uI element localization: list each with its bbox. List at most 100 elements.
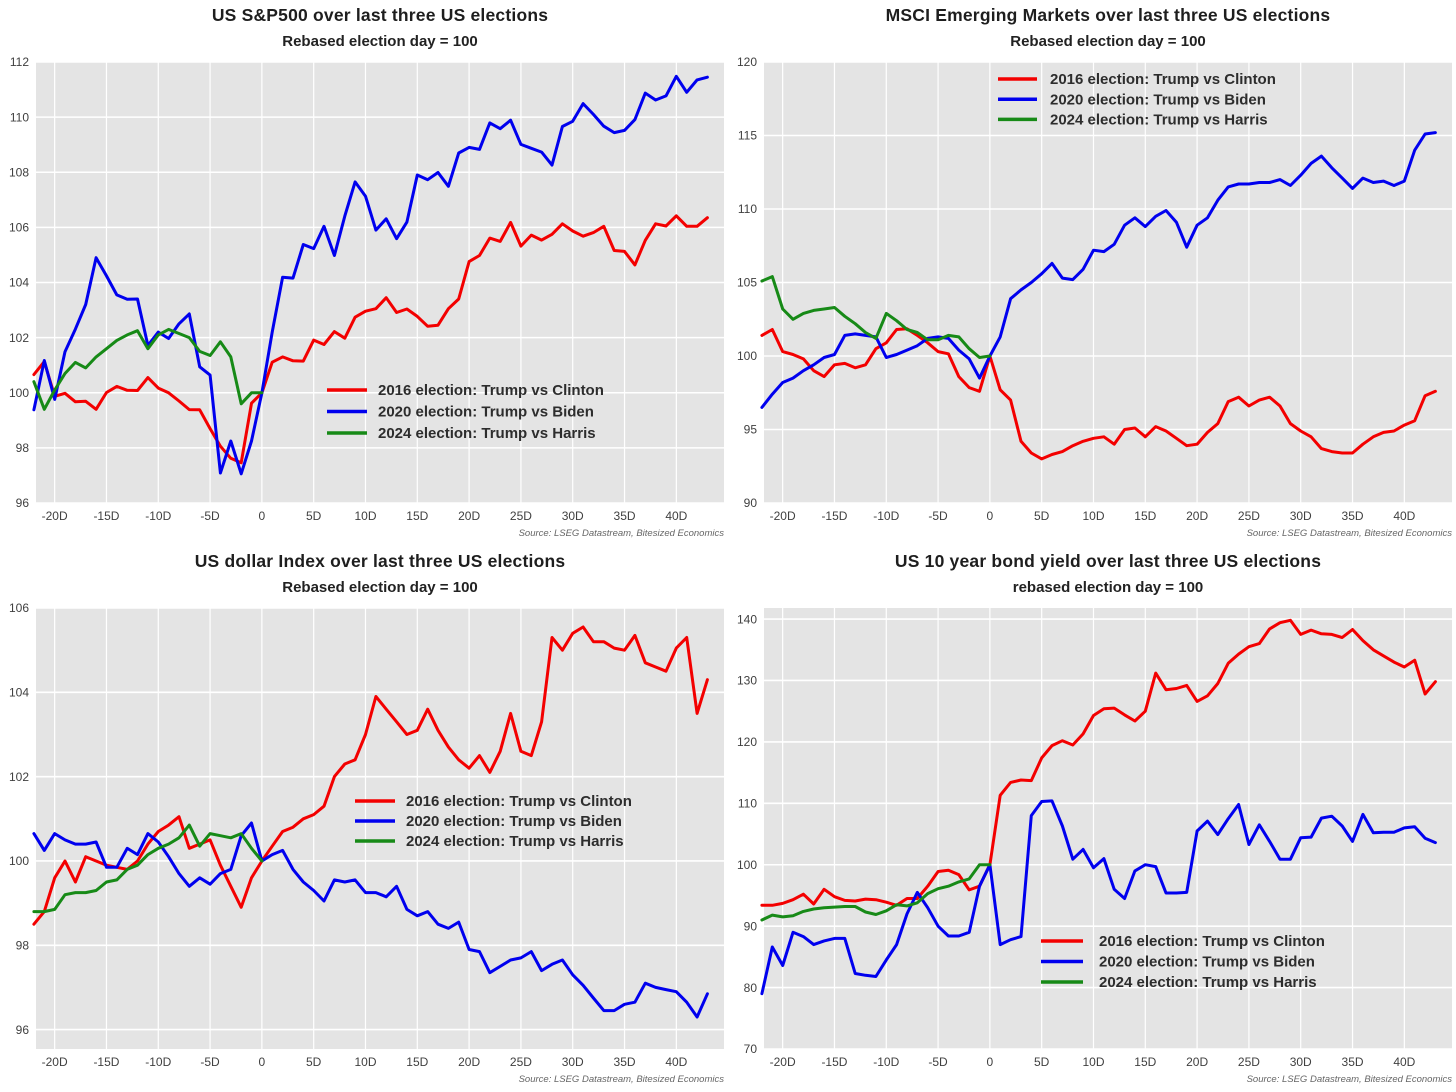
- svg-text:30D: 30D: [562, 1055, 584, 1069]
- svg-text:-15D: -15D: [93, 509, 119, 523]
- svg-text:-20D: -20D: [42, 509, 68, 523]
- svg-text:110: 110: [738, 797, 757, 811]
- svg-text:2020 election: Trump vs Biden: 2020 election: Trump vs Biden: [406, 813, 622, 830]
- svg-text:-20D: -20D: [770, 509, 796, 523]
- dollar-index-plot: 96 98 100 102 104 106 -20D -15D -10D -5D 0 5D 10D 15D…: [9, 601, 724, 1069]
- svg-text:35D: 35D: [614, 509, 636, 523]
- chart-subtitle: rebased election day = 100: [1012, 579, 1204, 596]
- svg-text:130: 130: [737, 674, 757, 688]
- svg-text:10D: 10D: [354, 1055, 376, 1069]
- svg-text:40D: 40D: [1393, 1055, 1415, 1069]
- svg-text:-5D: -5D: [928, 1055, 948, 1069]
- svg-text:25D: 25D: [1238, 509, 1260, 523]
- svg-text:104: 104: [9, 276, 29, 290]
- svg-text:100: 100: [9, 854, 29, 868]
- svg-text:2016 election: Trump vs Clinto: 2016 election: Trump vs Clinton: [1099, 933, 1325, 950]
- svg-text:35D: 35D: [614, 1055, 636, 1069]
- chart-dollar-index: US dollar Index over last three US elect…: [0, 546, 728, 1092]
- svg-text:2016 election: Trump vs Clinto: 2016 election: Trump vs Clinton: [378, 382, 604, 399]
- 10y-bond-yield-plot: 70 80 90 100 110 120 130 140 -20D -15D -10D -5D 0 5D 1…: [737, 608, 1452, 1069]
- svg-text:95: 95: [744, 423, 758, 437]
- svg-text:100: 100: [9, 386, 29, 400]
- svg-text:2020 election: Trump vs Biden: 2020 election: Trump vs Biden: [1050, 91, 1266, 108]
- chart-msci-em: MSCI Emerging Markets over last three US…: [728, 0, 1456, 546]
- svg-text:-5D: -5D: [928, 509, 948, 523]
- svg-text:0: 0: [987, 1055, 994, 1069]
- svg-text:96: 96: [16, 1023, 30, 1037]
- svg-text:-5D: -5D: [200, 1055, 220, 1069]
- svg-text:20D: 20D: [458, 1055, 480, 1069]
- msci-em-plot: 90 95 100 105 110 115 120 -20D -15D -10D -5D 0 5D 10D…: [737, 55, 1452, 523]
- svg-text:10D: 10D: [1082, 509, 1104, 523]
- svg-text:112: 112: [10, 55, 29, 69]
- svg-text:80: 80: [744, 981, 758, 995]
- svg-text:10D: 10D: [354, 509, 376, 523]
- svg-text:100: 100: [737, 349, 757, 363]
- svg-text:35D: 35D: [1342, 509, 1364, 523]
- chart-subtitle: Rebased election day = 100: [282, 33, 478, 50]
- svg-text:5D: 5D: [1034, 1055, 1050, 1069]
- source-note: Source: LSEG Datastream, Bitesized Econo…: [1246, 1074, 1452, 1085]
- svg-text:-5D: -5D: [200, 509, 220, 523]
- svg-text:35D: 35D: [1342, 1055, 1364, 1069]
- sp500-plot: 96 98 100 102 104 106 108 110 112 -20D -15D -10D -5D…: [9, 55, 724, 523]
- source-note: Source: LSEG Datastream, Bitesized Econo…: [518, 528, 724, 539]
- svg-text:0: 0: [259, 509, 266, 523]
- svg-text:30D: 30D: [1290, 509, 1312, 523]
- svg-text:-10D: -10D: [873, 1055, 899, 1069]
- svg-text:98: 98: [16, 938, 30, 952]
- svg-text:120: 120: [737, 735, 757, 749]
- svg-text:-10D: -10D: [145, 1055, 171, 1069]
- chart-subtitle: Rebased election day = 100: [1010, 33, 1206, 50]
- svg-text:140: 140: [737, 612, 757, 626]
- chart-subtitle: Rebased election day = 100: [282, 579, 478, 596]
- svg-text:40D: 40D: [1393, 509, 1415, 523]
- svg-text:5D: 5D: [306, 1055, 322, 1069]
- svg-text:-15D: -15D: [93, 1055, 119, 1069]
- svg-text:25D: 25D: [1238, 1055, 1260, 1069]
- source-note: Source: LSEG Datastream, Bitesized Econo…: [518, 1074, 724, 1085]
- svg-text:40D: 40D: [665, 509, 687, 523]
- chart-title: US 10 year bond yield over last three US…: [894, 551, 1322, 571]
- svg-text:104: 104: [9, 686, 29, 700]
- svg-text:110: 110: [10, 110, 29, 124]
- svg-text:-20D: -20D: [770, 1055, 796, 1069]
- chart-title: MSCI Emerging Markets over last three US…: [885, 5, 1331, 25]
- svg-text:20D: 20D: [458, 509, 480, 523]
- svg-text:-10D: -10D: [873, 509, 899, 523]
- svg-text:25D: 25D: [510, 1055, 532, 1069]
- svg-text:98: 98: [16, 441, 30, 455]
- svg-text:-15D: -15D: [821, 509, 847, 523]
- svg-text:90: 90: [744, 496, 758, 510]
- svg-text:2024 election: Trump vs Harris: 2024 election: Trump vs Harris: [406, 833, 624, 850]
- svg-text:15D: 15D: [406, 1055, 428, 1069]
- svg-text:115: 115: [738, 129, 757, 143]
- source-note: Source: LSEG Datastream, Bitesized Econo…: [1246, 528, 1452, 539]
- svg-text:5D: 5D: [306, 509, 322, 523]
- svg-text:-20D: -20D: [42, 1055, 68, 1069]
- svg-text:20D: 20D: [1186, 509, 1208, 523]
- chart-sp500: US S&P500 over last three US elections R…: [0, 0, 728, 546]
- svg-text:-15D: -15D: [821, 1055, 847, 1069]
- svg-text:106: 106: [9, 221, 29, 235]
- svg-text:30D: 30D: [1290, 1055, 1312, 1069]
- svg-text:96: 96: [16, 496, 30, 510]
- svg-text:100: 100: [737, 858, 757, 872]
- svg-text:120: 120: [737, 55, 757, 69]
- svg-text:108: 108: [9, 165, 29, 179]
- svg-text:2024 election: Trump vs Harris: 2024 election: Trump vs Harris: [378, 425, 596, 442]
- svg-text:25D: 25D: [510, 509, 532, 523]
- svg-text:5D: 5D: [1034, 509, 1050, 523]
- svg-text:2024 election: Trump vs Harris: 2024 election: Trump vs Harris: [1099, 974, 1317, 991]
- svg-text:2016 election: Trump vs Clinto: 2016 election: Trump vs Clinton: [1050, 71, 1276, 88]
- page-title: US S&P500 over last three US elections: [211, 5, 549, 25]
- svg-text:90: 90: [744, 919, 758, 933]
- chart-title: US dollar Index over last three US elect…: [194, 551, 566, 571]
- svg-text:15D: 15D: [1134, 1055, 1156, 1069]
- svg-text:70: 70: [744, 1042, 758, 1056]
- svg-text:30D: 30D: [562, 509, 584, 523]
- svg-text:102: 102: [9, 331, 29, 345]
- svg-text:0: 0: [987, 509, 994, 523]
- svg-text:40D: 40D: [665, 1055, 687, 1069]
